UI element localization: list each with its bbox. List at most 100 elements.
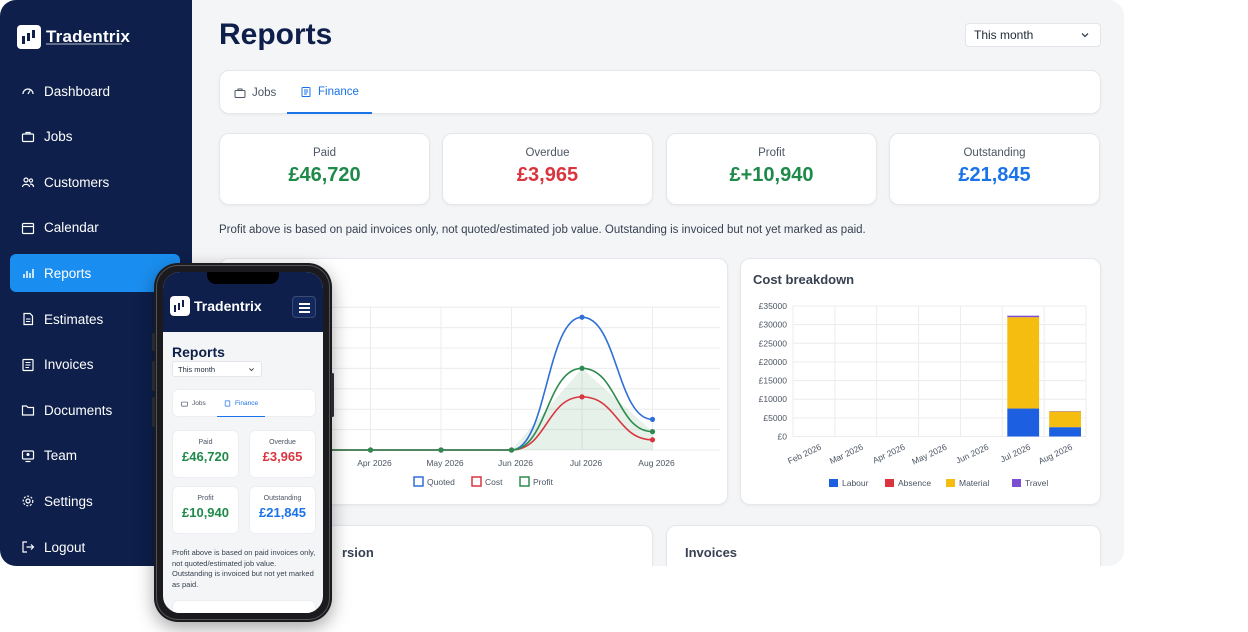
legend-label: Material bbox=[959, 478, 989, 488]
cost-breakdown-chart: £0 £5000 £10000 £15000 £20000 £25000 £30000 £35… bbox=[759, 301, 1087, 488]
x-tick-label: Feb 2026 bbox=[786, 442, 823, 466]
mobile-stat-label: Paid bbox=[198, 439, 213, 446]
data-point[interactable] bbox=[579, 394, 585, 400]
legend-label: Cost bbox=[485, 477, 503, 487]
legend-swatch bbox=[946, 479, 955, 487]
data-point[interactable] bbox=[579, 314, 585, 320]
sidebar-item-jobs[interactable]: Jobs bbox=[10, 118, 180, 156]
sidebar-item-label: Team bbox=[44, 448, 78, 464]
mobile-tab-jobs-label: Jobs bbox=[192, 400, 206, 407]
sidebar-item-customers[interactable]: Customers bbox=[10, 163, 180, 201]
sidebar-item-label: Jobs bbox=[44, 129, 73, 145]
mobile-stat-card-outstanding: Outstanding £21,845 bbox=[249, 486, 316, 534]
sidebar-item-settings[interactable]: Settings bbox=[10, 482, 180, 520]
tab-jobs[interactable]: Jobs bbox=[232, 71, 278, 114]
sidebar-item-logout[interactable]: Logout bbox=[10, 528, 180, 566]
users-icon bbox=[21, 177, 35, 188]
x-tick-label: Apr 2026 bbox=[357, 458, 392, 468]
mobile-stat-value: £46,720 bbox=[182, 449, 229, 464]
sidebar-item-estimates[interactable]: Estimates bbox=[10, 300, 180, 338]
briefcase-icon bbox=[21, 131, 35, 142]
sidebar-item-documents[interactable]: Documents bbox=[10, 391, 180, 429]
sidebar-item-invoices[interactable]: Invoices bbox=[10, 346, 180, 384]
logo-icon bbox=[170, 296, 190, 316]
ledger-icon bbox=[224, 400, 231, 406]
sidebar-item-calendar[interactable]: Calendar bbox=[10, 209, 180, 247]
data-point[interactable] bbox=[649, 429, 656, 435]
bar-segment-labour[interactable] bbox=[1007, 408, 1040, 437]
tab-jobs-label: Jobs bbox=[252, 86, 277, 99]
data-point[interactable] bbox=[579, 365, 585, 371]
bar-segment-material[interactable] bbox=[1049, 411, 1081, 428]
mobile-brand-logo[interactable]: Tradentrix bbox=[170, 296, 262, 316]
sidebar-item-label: Estimates bbox=[44, 311, 104, 327]
report-tabs: Jobs Finance bbox=[219, 70, 1101, 114]
mobile-tab-finance[interactable]: Finance bbox=[217, 390, 266, 417]
data-point[interactable] bbox=[367, 447, 374, 453]
logo-tagline-mark bbox=[46, 43, 122, 45]
sidebar-item-team[interactable]: Team bbox=[10, 437, 180, 475]
period-select[interactable]: This month bbox=[965, 23, 1101, 47]
team-icon bbox=[21, 450, 35, 462]
conversion-panel-title: rsion bbox=[342, 545, 374, 560]
sidebar-item-label: Documents bbox=[44, 402, 113, 418]
mobile-stat-card-paid: Paid £46,720 bbox=[172, 430, 239, 478]
mobile-profit-note: Profit above is based on paid invoices o… bbox=[172, 548, 316, 589]
stat-card-paid: Paid £46,720 bbox=[219, 133, 430, 205]
y-tick-label: £10000 bbox=[759, 394, 788, 404]
bar-segment-labour[interactable] bbox=[1049, 427, 1081, 437]
stat-value: £46,720 bbox=[288, 164, 361, 186]
mobile-stat-card-overdue: Overdue £3,965 bbox=[249, 430, 316, 478]
data-point[interactable] bbox=[508, 447, 515, 453]
profit-note: Profit above is based on paid invoices o… bbox=[219, 224, 866, 236]
brand-logo[interactable]: Tradentrix bbox=[17, 25, 130, 49]
cost-breakdown-title: Cost breakdown bbox=[753, 272, 855, 287]
x-tick-label: Mar 2026 bbox=[828, 442, 865, 466]
stat-label: Overdue bbox=[525, 147, 570, 159]
sidebar-item-dashboard[interactable]: Dashboard bbox=[10, 72, 180, 110]
hamburger-menu-icon[interactable] bbox=[292, 296, 316, 318]
bar-segment-travel[interactable] bbox=[1007, 315, 1040, 318]
tab-finance[interactable]: Finance bbox=[287, 71, 372, 114]
tab-finance-label: Finance bbox=[318, 85, 359, 98]
y-tick-label: £30000 bbox=[759, 320, 788, 330]
folder-icon bbox=[21, 405, 35, 416]
mobile-next-panel bbox=[172, 600, 316, 613]
stat-value: £3,965 bbox=[516, 164, 579, 186]
x-tick-label: Jun 2026 bbox=[498, 458, 533, 468]
logout-icon bbox=[22, 541, 35, 553]
bar-segment-material[interactable] bbox=[1007, 317, 1040, 409]
mobile-report-tabs: Jobs Finance bbox=[172, 389, 316, 417]
y-tick-label: £25000 bbox=[759, 338, 788, 348]
y-tick-label: £20000 bbox=[759, 357, 788, 367]
mobile-brand-name: Tradentrix bbox=[194, 298, 262, 314]
x-tick-label: Aug 2026 bbox=[1037, 442, 1074, 467]
invoices-panel-title: Invoices bbox=[685, 545, 738, 560]
y-tick-label: £15000 bbox=[759, 376, 788, 386]
chevron-down-icon bbox=[249, 368, 254, 372]
data-point[interactable] bbox=[649, 437, 656, 443]
briefcase-icon bbox=[234, 88, 246, 98]
data-point[interactable] bbox=[438, 447, 444, 453]
profit-area bbox=[300, 368, 653, 450]
stat-card-profit: Profit £+10,940 bbox=[666, 133, 877, 205]
x-tick-label: May 2026 bbox=[426, 458, 464, 468]
phone-notch bbox=[207, 272, 279, 284]
page-title: Reports bbox=[219, 18, 333, 51]
y-tick-label: £0 bbox=[778, 432, 788, 442]
mobile-stat-label: Profit bbox=[197, 495, 214, 502]
mobile-period-select[interactable]: This month bbox=[172, 361, 262, 377]
mobile-stat-value: £10,940 bbox=[182, 505, 229, 520]
mobile-tab-jobs[interactable]: Jobs bbox=[181, 390, 206, 417]
data-point[interactable] bbox=[649, 416, 656, 422]
y-tick-label: £35000 bbox=[759, 301, 788, 311]
sidebar-item-label: Settings bbox=[44, 493, 93, 509]
legend-label: Absence bbox=[898, 478, 931, 488]
stat-card-overdue: Overdue £3,965 bbox=[442, 133, 653, 205]
sidebar-item-label: Logout bbox=[44, 539, 86, 555]
legend-swatch bbox=[519, 476, 530, 487]
receipt-icon bbox=[22, 358, 34, 371]
sidebar-item-reports[interactable]: Reports bbox=[10, 254, 180, 293]
legend-label: Travel bbox=[1025, 478, 1048, 488]
